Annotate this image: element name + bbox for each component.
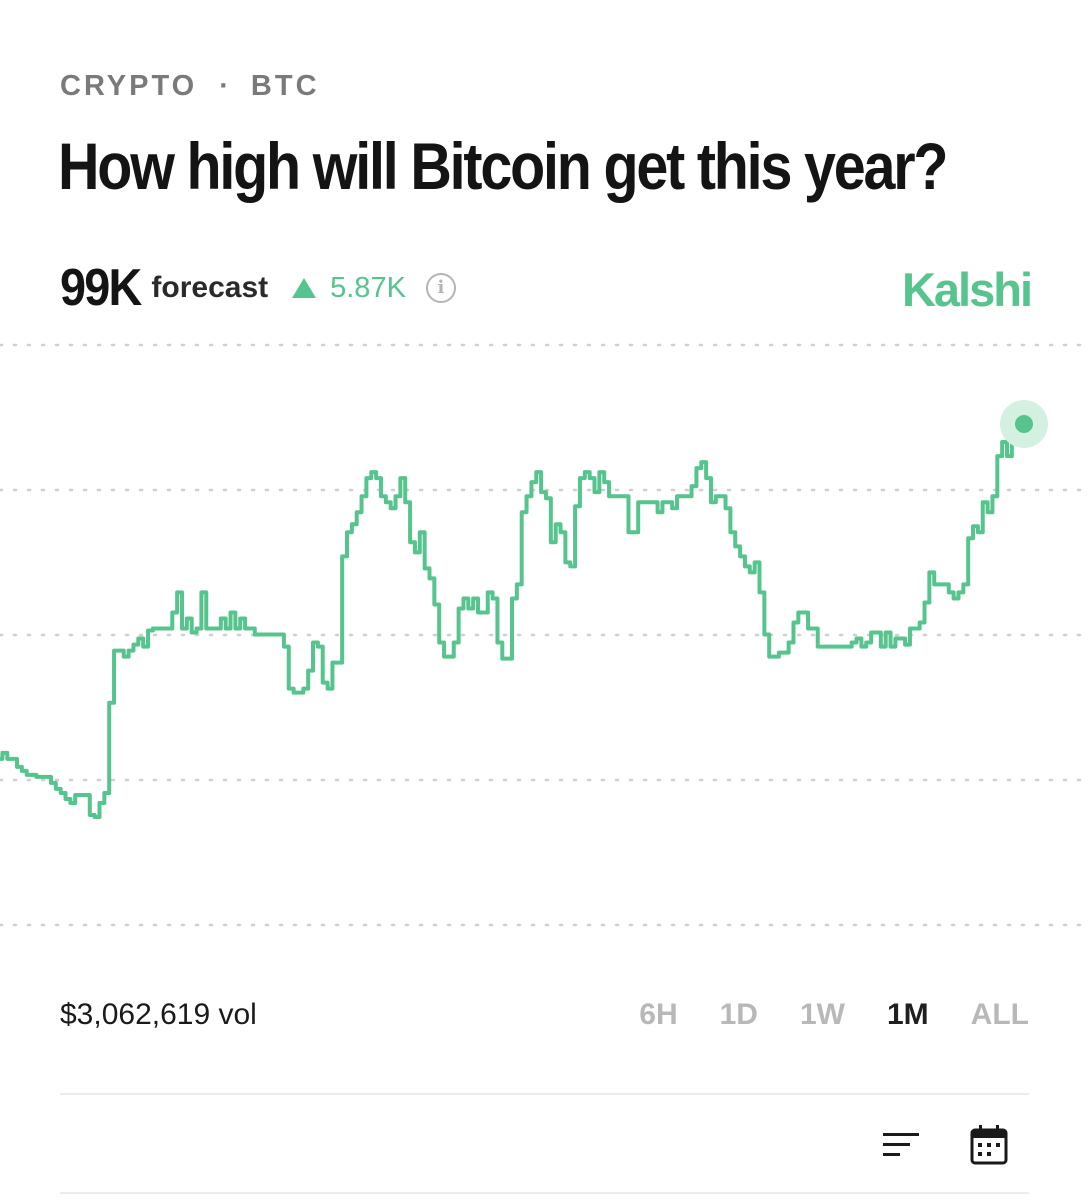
sort-button[interactable]	[879, 1123, 923, 1167]
info-icon[interactable]: i	[425, 273, 456, 303]
breadcrumb: CRYPTO · BTC	[60, 70, 320, 103]
chart-grid	[0, 343, 1089, 927]
chart-endpoint-dot	[1015, 415, 1033, 434]
calendar-icon	[970, 1125, 1008, 1165]
range-6h-button[interactable]: 6H	[639, 998, 678, 1031]
time-range-selector: 6H 1D 1W 1M ALL	[597, 998, 1029, 1032]
page-title: How high will Bitcoin get this year?	[58, 129, 949, 203]
calendar-button[interactable]	[967, 1123, 1011, 1167]
divider	[60, 1192, 1029, 1194]
price-chart[interactable]	[0, 300, 1089, 1000]
forecast-value: 99K	[60, 259, 142, 317]
breadcrumb-category[interactable]: CRYPTO	[60, 70, 198, 102]
breadcrumb-separator: ·	[219, 70, 229, 102]
brand-logo[interactable]: Kalshi	[901, 263, 1033, 316]
sort-icon	[883, 1133, 919, 1156]
forecast-label: forecast	[151, 271, 269, 304]
range-1m-button[interactable]: 1M	[886, 998, 929, 1031]
range-1d-button[interactable]: 1D	[719, 998, 758, 1031]
breadcrumb-ticker[interactable]: BTC	[250, 70, 320, 102]
forecast-row: 99K forecast 5.87K i	[60, 258, 456, 318]
chart-series-line	[0, 418, 1026, 819]
triangle-up-icon	[292, 278, 317, 298]
volume-label: $3,062,619 vol	[60, 998, 257, 1031]
range-1w-button[interactable]: 1W	[799, 998, 845, 1031]
forecast-change: 5.87K	[292, 272, 406, 305]
range-all-button[interactable]: ALL	[970, 998, 1029, 1031]
forecast-change-value: 5.87K	[330, 271, 406, 304]
divider	[60, 1093, 1029, 1095]
